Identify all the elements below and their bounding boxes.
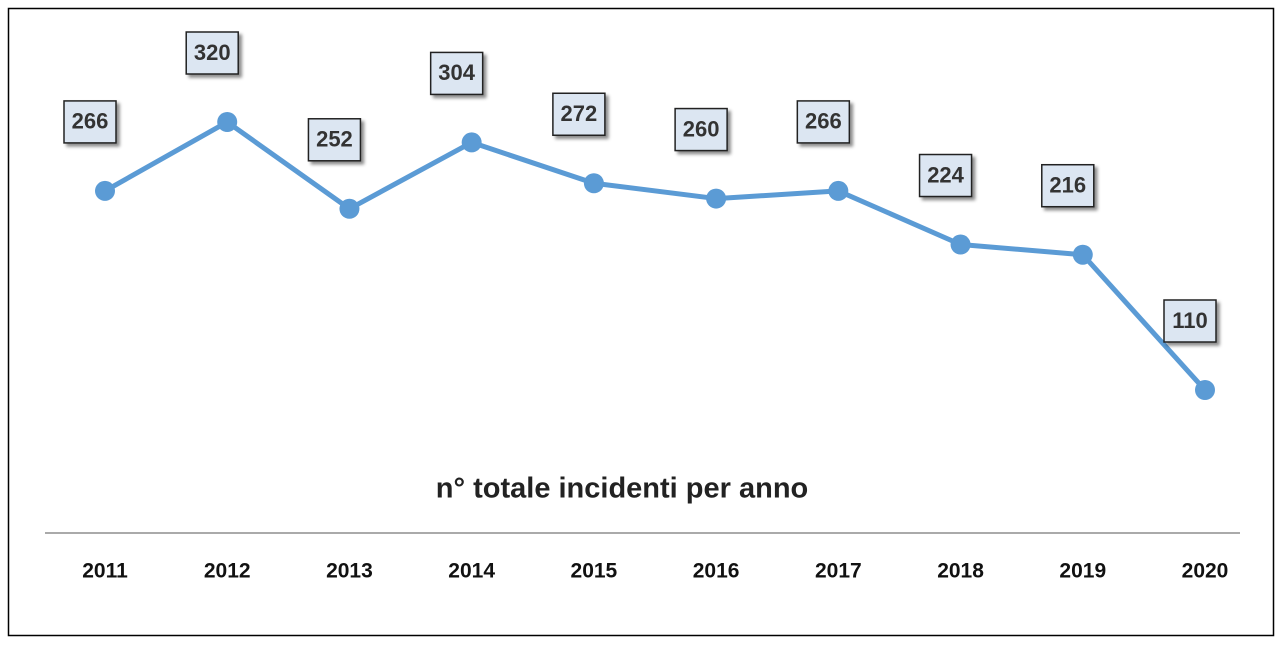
- marker: [1072, 244, 1093, 265]
- marker: [706, 188, 727, 209]
- marker: [95, 180, 115, 201]
- data-label: 266: [805, 109, 842, 134]
- data-label-box: [185, 31, 239, 75]
- data-label-box: [1163, 299, 1217, 343]
- marker: [950, 234, 971, 255]
- marker: [461, 132, 482, 153]
- marker: [339, 198, 360, 219]
- data-label: 304: [438, 60, 475, 85]
- x-tick-label: 2012: [204, 560, 251, 583]
- data-label: 272: [561, 101, 598, 126]
- data-label: 266: [72, 109, 109, 134]
- data-label-box: [674, 107, 728, 152]
- data-label: 320: [194, 40, 231, 65]
- line: [103, 119, 1207, 392]
- data-label-box: [796, 100, 851, 144]
- chart-title: n° totale incidenti per anno: [436, 473, 809, 505]
- marker: [1195, 380, 1215, 400]
- marker: [828, 180, 849, 201]
- data-label-box: [307, 118, 362, 162]
- chart-frame: [7, 7, 1275, 637]
- data-label-box: [1041, 163, 1095, 208]
- marker: [217, 112, 238, 132]
- x-tick-label: 2014: [448, 560, 495, 583]
- data-label-box: [63, 100, 117, 144]
- data-label-box: [552, 92, 606, 137]
- x-tick-label: 2020: [1182, 560, 1229, 583]
- x-tick-label: 2016: [693, 560, 740, 583]
- x-tick-label: 2018: [937, 560, 984, 583]
- data-label: 252: [316, 127, 353, 152]
- marker: [583, 173, 604, 194]
- x-tick-label: 2013: [326, 560, 373, 583]
- data-label: 110: [1172, 308, 1208, 333]
- x-tick-label: 2019: [1059, 560, 1106, 583]
- x-tick-label: 2015: [571, 560, 618, 583]
- data-label-box: [429, 51, 484, 96]
- x-tick-label: 2011: [82, 560, 128, 583]
- data-label: 216: [1049, 173, 1086, 198]
- data-label: 260: [683, 116, 720, 141]
- data-label: 224: [927, 162, 964, 187]
- x-tick-label: 2017: [815, 560, 862, 583]
- data-label-box: [918, 153, 973, 198]
